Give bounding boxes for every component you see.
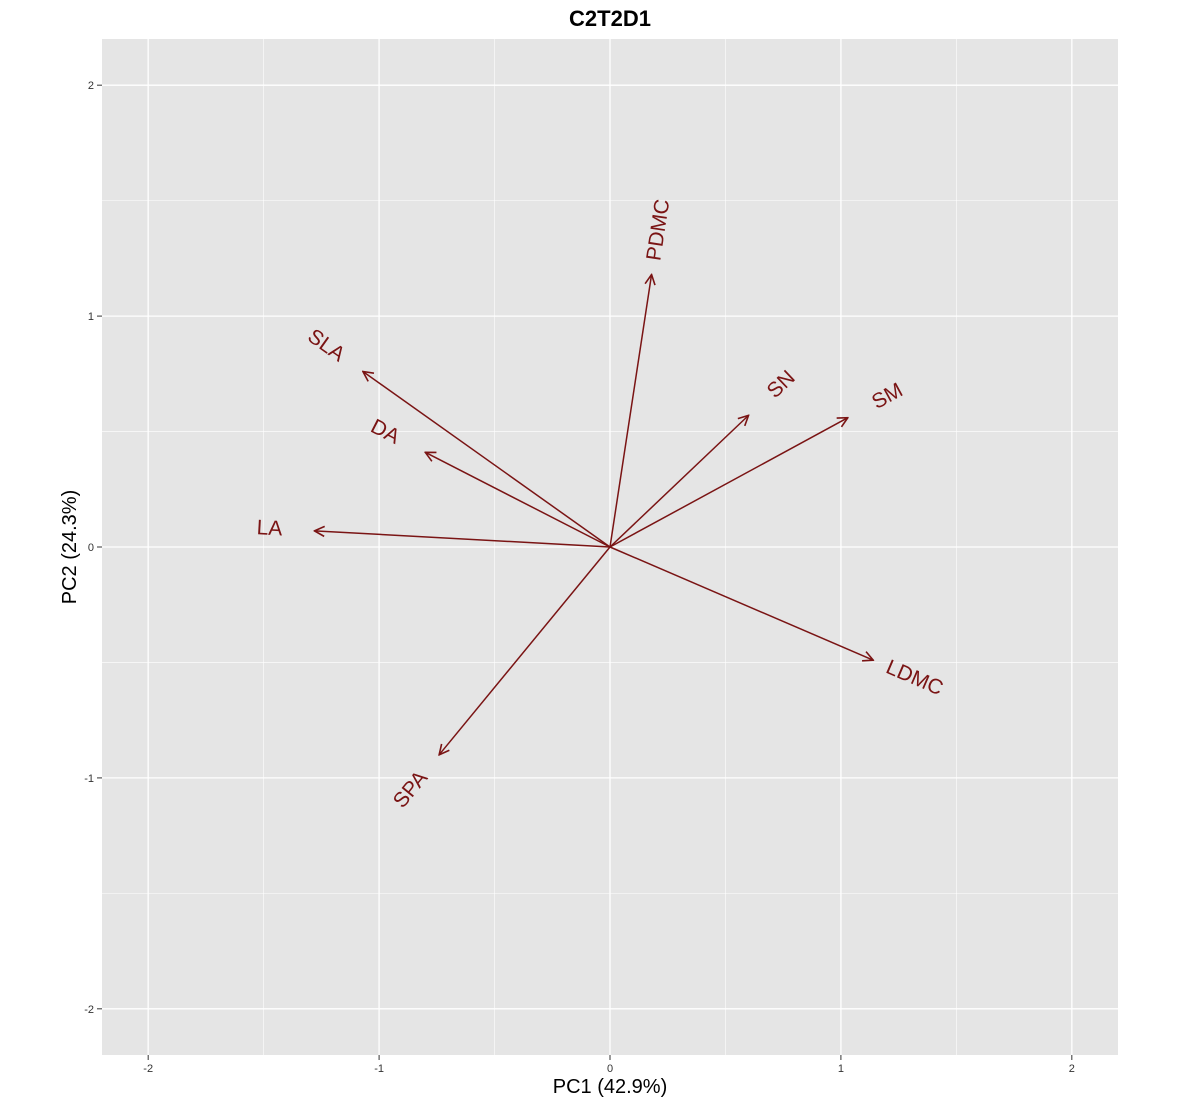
vector-label-la: LA bbox=[256, 516, 283, 540]
x-tick-label: 1 bbox=[838, 1063, 844, 1075]
loading-vectors bbox=[314, 275, 873, 755]
axis-ticks bbox=[97, 84, 1073, 1060]
y-tick-label: -2 bbox=[84, 1004, 94, 1016]
vector-ldmc bbox=[609, 546, 873, 660]
y-tick-label: 2 bbox=[88, 80, 94, 92]
x-tick-label: 2 bbox=[1069, 1063, 1075, 1075]
x-tick-label: -2 bbox=[143, 1063, 153, 1075]
x-tick-label: -1 bbox=[374, 1063, 384, 1075]
y-axis-title: PC2 (24.3%) bbox=[59, 490, 81, 605]
vector-sm bbox=[609, 418, 848, 548]
vector-sla bbox=[363, 372, 611, 548]
vector-pdmc bbox=[609, 275, 652, 548]
vector-la bbox=[314, 531, 611, 548]
x-tick-label: 0 bbox=[607, 1063, 613, 1075]
vector-sn bbox=[609, 415, 749, 548]
x-axis-title: PC1 (42.9%) bbox=[553, 1076, 668, 1098]
vector-da bbox=[425, 452, 611, 548]
y-tick-label: -1 bbox=[84, 773, 94, 785]
chart-title: C2T2D1 bbox=[569, 6, 651, 31]
y-tick-label: 1 bbox=[88, 311, 94, 323]
axis-tick-labels: -2 -1 0 1 2 -2 -1 0 1 2 bbox=[84, 80, 1075, 1075]
y-tick-label: 0 bbox=[88, 542, 94, 554]
vector-spa bbox=[439, 546, 611, 755]
